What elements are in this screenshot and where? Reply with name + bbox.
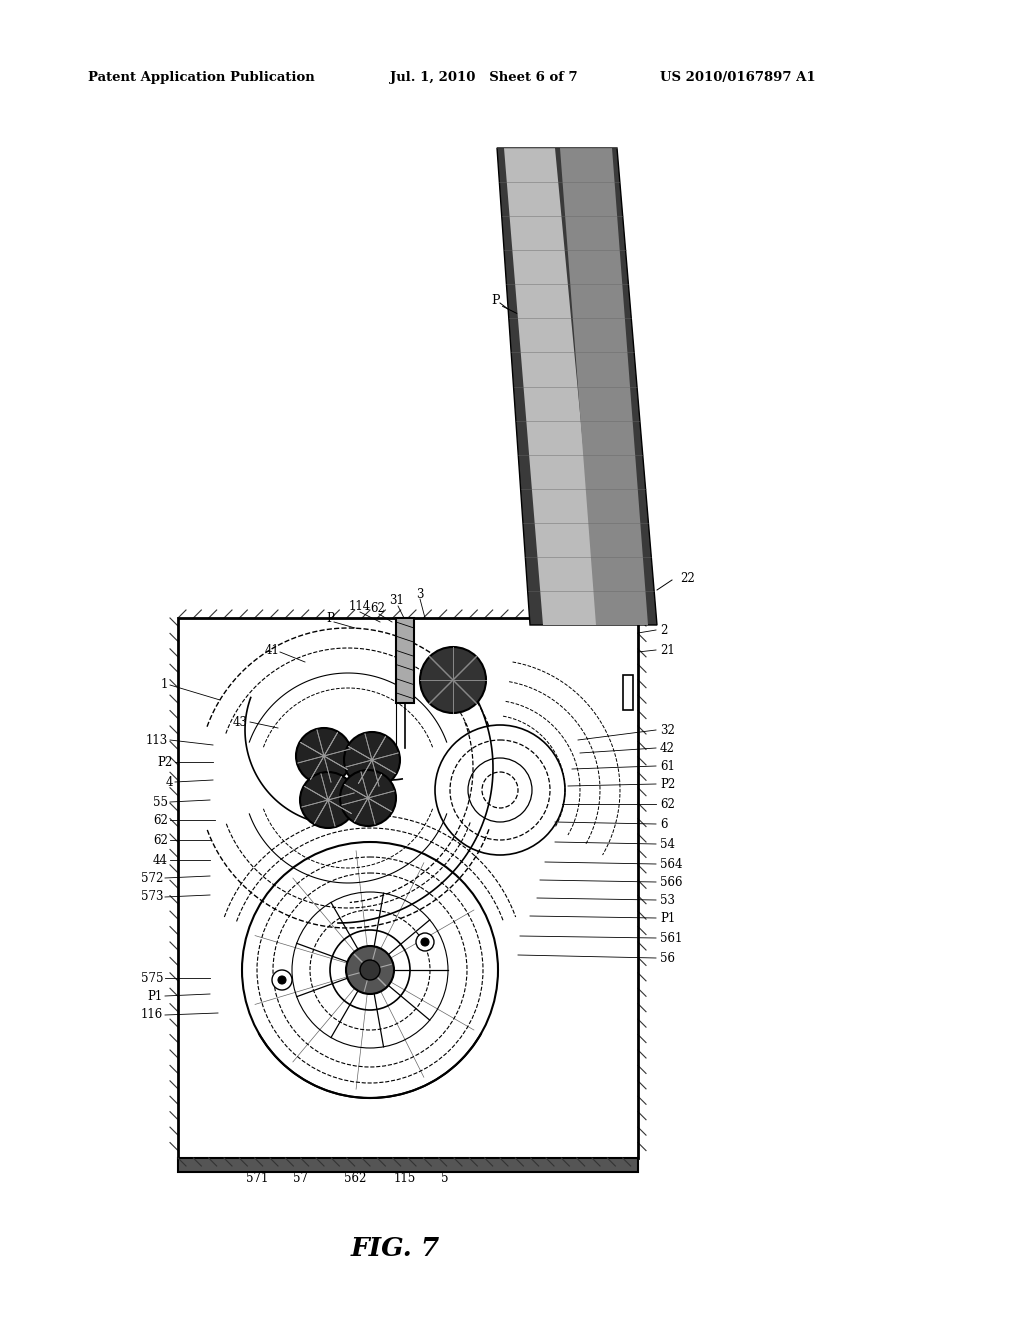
Circle shape [278, 975, 286, 983]
Text: 572: 572 [140, 871, 163, 884]
Text: 56: 56 [660, 952, 675, 965]
Text: 566: 566 [660, 875, 683, 888]
Polygon shape [497, 148, 657, 624]
Text: P1: P1 [147, 990, 163, 1002]
Text: 57: 57 [293, 1172, 307, 1184]
Text: 32: 32 [660, 723, 675, 737]
Text: 53: 53 [660, 894, 675, 907]
Circle shape [340, 770, 396, 826]
Text: P2: P2 [158, 755, 173, 768]
Text: P2: P2 [660, 777, 675, 791]
Text: P: P [326, 612, 334, 626]
Text: 62: 62 [371, 602, 385, 615]
Text: 3: 3 [416, 587, 424, 601]
Text: 2: 2 [660, 623, 668, 636]
Bar [178, 1158, 638, 1172]
Text: 5: 5 [441, 1172, 449, 1184]
Text: 54: 54 [660, 837, 675, 850]
Text: 564: 564 [660, 858, 683, 870]
Text: 44: 44 [153, 854, 168, 866]
Text: 116: 116 [140, 1008, 163, 1022]
Text: 573: 573 [140, 891, 163, 903]
Text: 6: 6 [660, 817, 668, 830]
Text: 61: 61 [660, 759, 675, 772]
Text: 62: 62 [154, 813, 168, 826]
Circle shape [296, 729, 352, 784]
Text: P1: P1 [660, 912, 675, 924]
Circle shape [416, 933, 434, 950]
Text: P: P [492, 293, 500, 306]
Text: 113: 113 [145, 734, 168, 747]
Bar [396, 618, 414, 704]
Text: 114: 114 [349, 599, 371, 612]
Text: 575: 575 [140, 972, 163, 985]
Text: 562: 562 [344, 1172, 367, 1184]
Text: 42: 42 [660, 742, 675, 755]
Circle shape [300, 772, 356, 828]
Text: 1: 1 [161, 678, 168, 692]
Polygon shape [560, 148, 648, 624]
Text: 115: 115 [394, 1172, 416, 1184]
Text: 4: 4 [166, 776, 173, 788]
Text: 55: 55 [153, 796, 168, 808]
Text: 62: 62 [154, 833, 168, 846]
Text: 22: 22 [680, 572, 694, 585]
Text: 31: 31 [389, 594, 404, 607]
Text: US 2010/0167897 A1: US 2010/0167897 A1 [660, 71, 816, 84]
Text: 21: 21 [660, 644, 675, 656]
Text: 561: 561 [660, 932, 682, 945]
Text: 571: 571 [246, 1172, 268, 1184]
Circle shape [272, 970, 292, 990]
Circle shape [344, 733, 400, 788]
Polygon shape [504, 148, 600, 624]
Circle shape [360, 960, 380, 979]
Text: Jul. 1, 2010   Sheet 6 of 7: Jul. 1, 2010 Sheet 6 of 7 [390, 71, 578, 84]
Text: Patent Application Publication: Patent Application Publication [88, 71, 314, 84]
Circle shape [421, 939, 429, 946]
Circle shape [346, 946, 394, 994]
Circle shape [420, 647, 486, 713]
Text: 43: 43 [233, 715, 248, 729]
Bar [623, 675, 633, 710]
Text: 41: 41 [264, 644, 280, 656]
Text: 62: 62 [660, 797, 675, 810]
Text: FIG. 7: FIG. 7 [350, 1236, 439, 1261]
Bar [178, 618, 638, 1158]
